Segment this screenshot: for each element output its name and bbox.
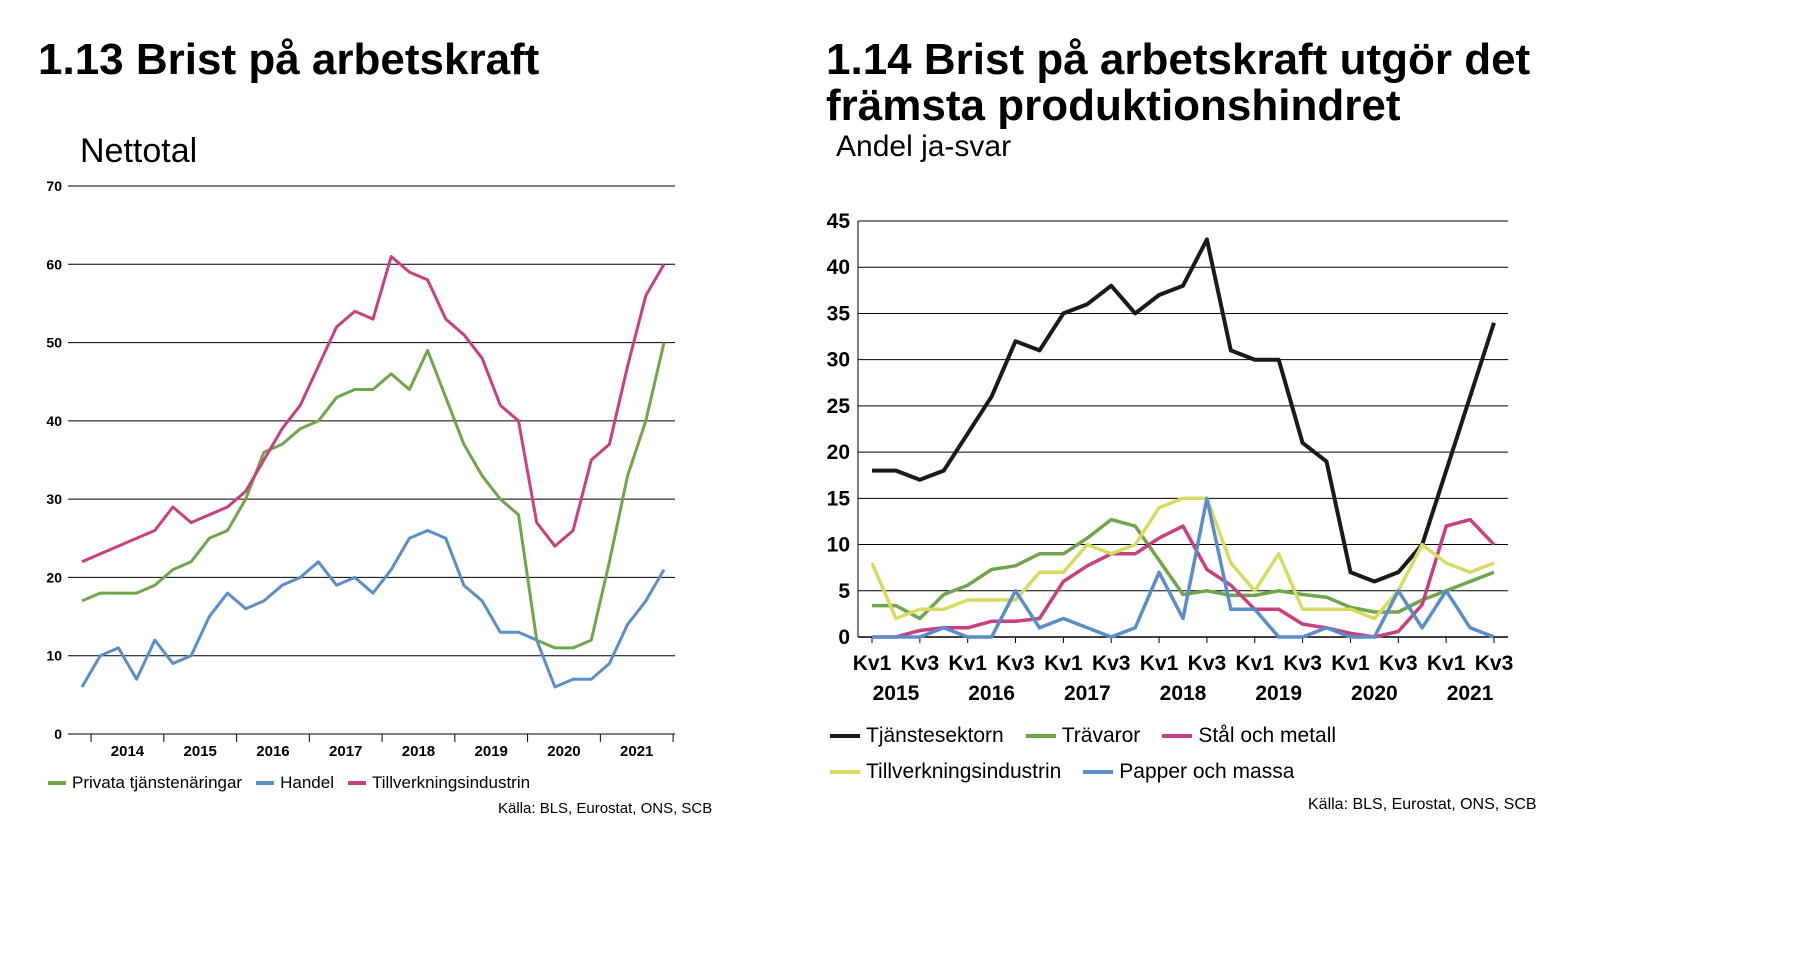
x-year-label: 2021 [1447, 682, 1494, 705]
x-quarter-label: Kv1 [1236, 652, 1275, 675]
x-year-label: 2020 [1351, 682, 1398, 705]
line-chart-brist-pa-arbetskraft: 0 10 20 30 40 50 60 70 2014 2015 2016 2017 2018 2019 2… [46, 178, 675, 760]
y-tick-label: 10 [827, 534, 850, 557]
series-line-papper-och-massa [872, 496, 1495, 639]
x-quarter-label: Kv3 [1283, 652, 1322, 675]
x-year-label: 2019 [1255, 682, 1302, 705]
chart-legend: Tjänstesektorn Trävaror Stål och metall Til… [830, 720, 1550, 792]
y-tick-label: 0 [838, 626, 850, 649]
series-line-privata-tjänstenäringar [81, 342, 666, 650]
legend-swatch [1025, 734, 1056, 738]
y-tick-label: 5 [838, 580, 850, 603]
legend-item-papper-och-massa: Papper och massa [1083, 760, 1294, 784]
legend-swatch [48, 781, 66, 785]
legend-item-tjänstesektorn: Tjänstesektorn [830, 724, 1004, 748]
legend-item-handel: Handel [256, 773, 334, 793]
y-tick-label: 0 [54, 726, 62, 742]
chart-title-line-2: främsta produktionshindret [826, 81, 1401, 130]
x-quarter-label: Kv1 [1044, 652, 1083, 675]
x-year-label: 2018 [1160, 682, 1207, 705]
series-line-stål-och-metall [872, 517, 1496, 639]
x-year-label: 2015 [184, 743, 217, 760]
legend-label: Privata tjänstenäringar [72, 773, 243, 792]
x-quarter-label: Kv1 [1331, 652, 1370, 675]
legend-label: Tillverkningsindustrin [866, 760, 1062, 783]
chart-title: 1.13 Brist på arbetskraft [38, 35, 540, 84]
y-tick-label: 10 [46, 648, 62, 664]
y-tick-label: 20 [827, 441, 850, 464]
chart-title-line-1: 1.14 Brist på arbetskraft utgör det [826, 35, 1531, 84]
legend-item-stål-och-metall: Stål och metall [1162, 724, 1336, 748]
y-tick-label: 30 [827, 349, 850, 372]
legend-item-trävaror: Trävaror [1025, 724, 1141, 748]
x-quarter-label: Kv3 [1379, 652, 1418, 675]
y-tick-label: 15 [827, 487, 851, 510]
x-year-label: 2018 [402, 743, 435, 760]
x-year-label: 2020 [547, 743, 580, 760]
y-tick-label: 50 [46, 335, 62, 351]
source-note: Källa: BLS, Eurostat, ONS, SCB [498, 800, 713, 817]
legend-label: Tillverkningsindustrin [371, 773, 531, 792]
legend-label: Handel [280, 773, 334, 792]
source-note: Källa: BLS, Eurostat, ONS, SCB [1308, 796, 1537, 813]
x-year-label: 2021 [620, 743, 653, 760]
y-tick-label: 30 [46, 491, 62, 507]
x-quarter-label: Kv3 [1475, 652, 1514, 675]
chart-panel-1-13: 1.13 Brist på arbetskraft Nettotal 0 10 20… [38, 35, 713, 817]
x-year-label: 2017 [329, 743, 362, 760]
series-line-tillverkningsindustrin [81, 255, 666, 564]
legend-swatch [830, 734, 860, 738]
legend-swatch [1162, 734, 1193, 738]
legend-label: Tjänstesektorn [866, 724, 1004, 747]
x-year-label: 2015 [873, 682, 920, 705]
series-line-handel [80, 529, 666, 689]
y-tick-label: 20 [46, 569, 62, 585]
legend-swatch [830, 770, 860, 774]
x-year-label: 2016 [256, 743, 289, 760]
legend-swatch [347, 781, 366, 785]
x-year-label: 2014 [111, 743, 145, 760]
series-line-trävaror [872, 517, 1495, 621]
y-tick-label: 40 [46, 413, 62, 429]
x-quarter-label: Kv1 [853, 652, 892, 675]
x-quarter-label: Kv3 [996, 652, 1035, 675]
legend-item-privata-tjänstenäringar: Privata tjänstenäringar [48, 773, 242, 793]
legend-swatch [1083, 770, 1114, 774]
x-year-label: 2019 [475, 743, 508, 760]
x-quarter-label: Kv1 [948, 652, 987, 675]
series-line-tillverkningsindustrin [870, 496, 1495, 621]
y-tick-label: 60 [46, 256, 62, 272]
x-quarter-label: Kv3 [901, 652, 940, 675]
x-quarter-label: Kv1 [1427, 652, 1466, 675]
legend-swatch [256, 781, 275, 785]
y-tick-label: 70 [46, 178, 62, 194]
x-year-label: 2016 [968, 682, 1015, 705]
x-quarter-label: Kv3 [1188, 652, 1227, 675]
x-quarter-label: Kv3 [1092, 652, 1131, 675]
y-tick-label: 45 [827, 210, 851, 233]
legend-item-tillverkningsindustrin: Tillverkningsindustrin [830, 760, 1061, 784]
chart-legend: Privata tjänstenäringar Handel Tillverknin… [48, 770, 544, 793]
x-quarter-label: Kv1 [1140, 652, 1179, 675]
legend-label: Trävaror [1061, 724, 1141, 747]
y-tick-label: 35 [827, 302, 851, 325]
series-line-tjänstesektorn [872, 237, 1496, 584]
chart-subtitle: Nettotal [80, 132, 198, 170]
y-tick-label: 40 [827, 256, 850, 279]
chart-subtitle: Andel ja-svar [836, 130, 1012, 163]
y-tick-label: 25 [827, 395, 851, 418]
line-chart-produktionshinder: 0 5 10 15 20 25 30 35 40 45 Kv1 Kv3 Kv1 Kv3 Kv1 Kv3 Kv1 K… [827, 210, 1514, 705]
legend-label: Papper och massa [1119, 760, 1295, 783]
legend-label: Stål och metall [1198, 724, 1337, 747]
x-year-label: 2017 [1064, 682, 1111, 705]
chart-panel-1-14: 1.14 Brist på arbetskraft utgör det främ… [826, 0, 1820, 972]
legend-item-tillverkningsindustrin: Tillverkningsindustrin [347, 773, 531, 793]
